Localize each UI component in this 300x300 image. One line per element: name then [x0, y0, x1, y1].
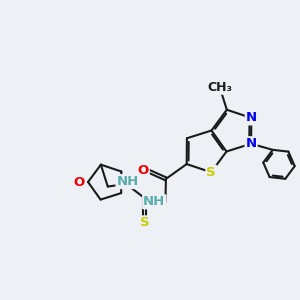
- Text: S: S: [140, 216, 149, 230]
- Text: O: O: [137, 164, 149, 177]
- Text: CH₃: CH₃: [207, 81, 232, 94]
- Text: NH: NH: [143, 195, 165, 208]
- Text: S: S: [206, 166, 216, 179]
- Text: O: O: [73, 176, 84, 188]
- Text: N: N: [245, 137, 257, 150]
- Text: NH: NH: [116, 175, 139, 188]
- Text: N: N: [246, 111, 257, 124]
